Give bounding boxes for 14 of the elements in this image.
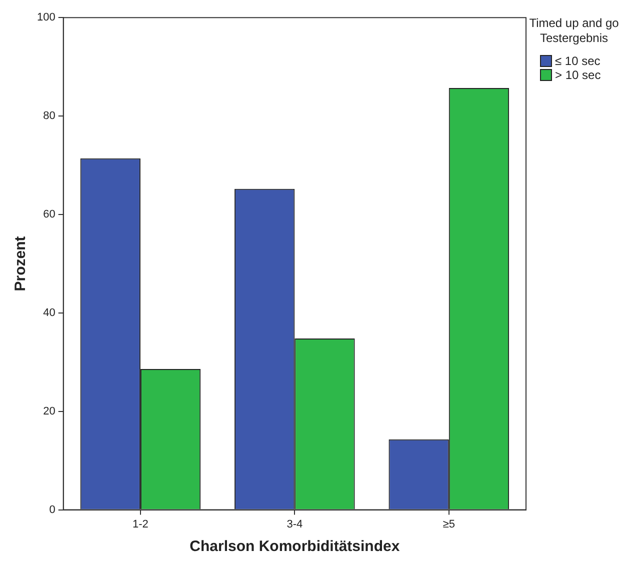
x-tick-label: 3-4: [286, 518, 303, 530]
y-tick-label: 80: [43, 110, 56, 122]
y-tick-label: 100: [36, 12, 56, 24]
y-axis-title: Prozent: [12, 236, 30, 292]
y-tick-label: 60: [43, 208, 56, 221]
legend-label: ≤ 10 sec: [555, 54, 600, 68]
y-tick-label: 20: [43, 405, 56, 418]
x-tick-label: 1-2: [132, 518, 148, 530]
x-tick-label: ≥5: [442, 518, 455, 530]
y-tick-label: 40: [43, 306, 56, 319]
y-tick-label: 0: [49, 504, 56, 516]
x-axis-title: Charlson Komorbiditätsindex: [190, 538, 400, 556]
legend-title: Timed up and go Testergebnis: [528, 16, 620, 46]
legend-label: > 10 sec: [555, 68, 601, 82]
